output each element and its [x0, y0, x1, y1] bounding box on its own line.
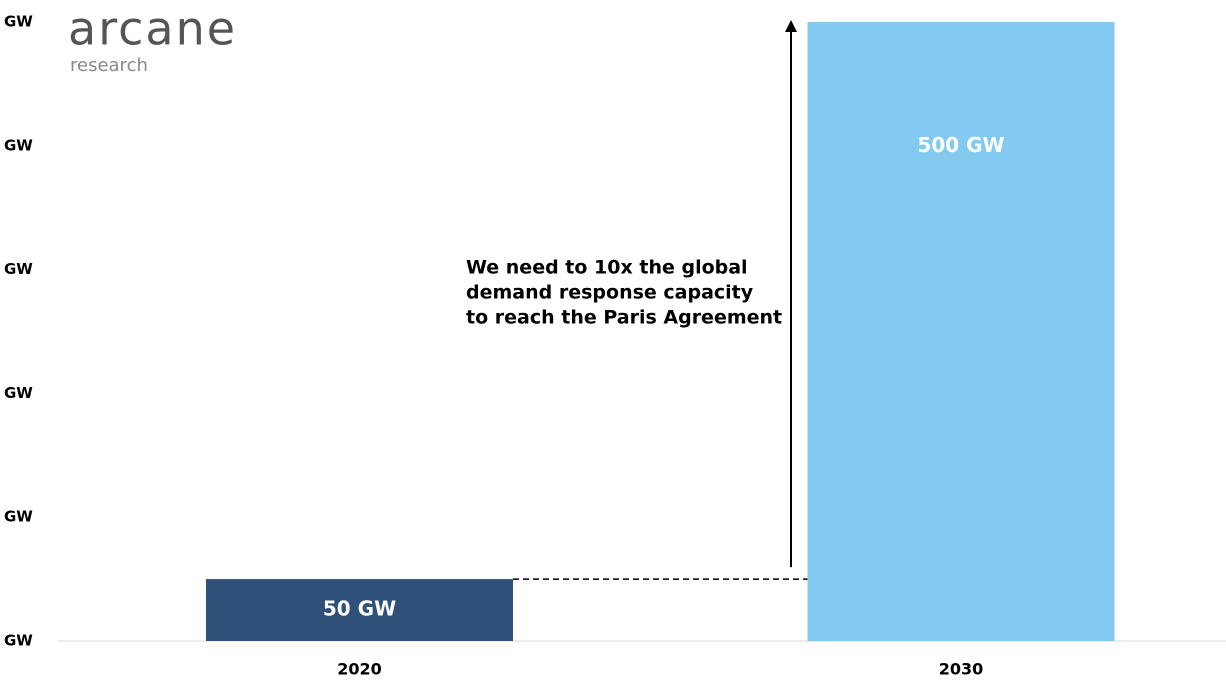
value-label: 50 GW — [323, 597, 396, 621]
y-tick-label: GW — [4, 13, 33, 31]
annotation: to reach the Paris Agreement — [466, 307, 782, 329]
y-tick-label: GW — [4, 508, 33, 526]
y-tick-label: GW — [4, 136, 33, 154]
y-tick-label: GW — [4, 384, 33, 402]
x-tick-label: 2030 — [939, 660, 984, 679]
annotation: We need to 10x the global — [466, 257, 748, 279]
bar — [807, 22, 1115, 641]
annotation: demand response capacity — [466, 282, 754, 304]
logo: arcane — [68, 2, 237, 56]
y-tick-label: GW — [4, 632, 33, 650]
logo-subtitle: research — [70, 55, 148, 76]
value-label: 500 GW — [917, 133, 1004, 157]
x-tick-label: 2020 — [337, 660, 382, 679]
y-tick-label: GW — [4, 260, 33, 278]
bar — [206, 579, 513, 641]
